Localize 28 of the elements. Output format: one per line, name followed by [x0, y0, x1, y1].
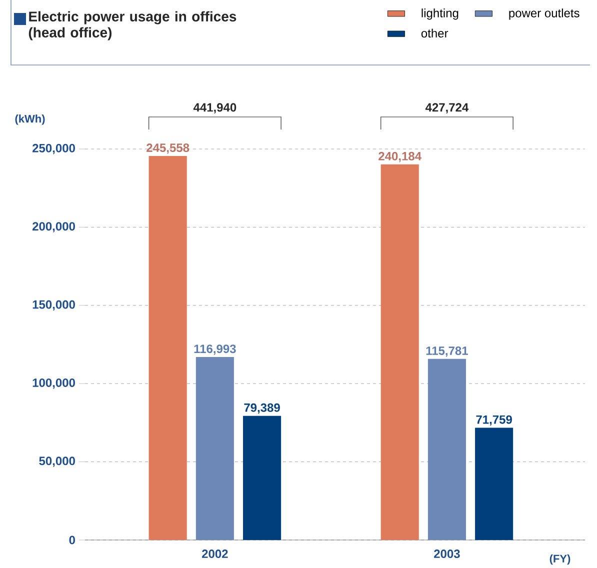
data-label: 116,993	[194, 344, 236, 355]
data-label: 240,184	[378, 152, 422, 162]
bar	[475, 428, 514, 540]
data-label: 71,759	[476, 415, 512, 426]
x-tick-label: 2002	[202, 550, 228, 558]
y-tick-label: 0	[69, 536, 75, 544]
x-axis-title: (FY)	[550, 554, 570, 565]
bar	[243, 416, 282, 540]
legend-label: power outlets	[509, 8, 580, 20]
y-tick-label: 250,000	[32, 144, 75, 154]
y-axis-title: (kWh)	[15, 114, 45, 125]
data-label: 79,389	[244, 403, 280, 414]
data-label: 115,781	[426, 346, 468, 357]
bar	[428, 358, 466, 540]
bar	[148, 156, 187, 540]
text: 441,940	[193, 103, 236, 114]
y-tick-label: 50,000	[39, 456, 75, 467]
bar	[380, 164, 419, 540]
legend-label: other	[421, 28, 448, 38]
y-tick-label: 150,000	[32, 300, 75, 311]
data-label: 245,558	[146, 144, 190, 154]
x-tick-label: 2003	[434, 550, 460, 558]
y-tick-label: 200,000	[32, 222, 75, 232]
text: 427,724	[425, 103, 469, 114]
y-tick-label: 100,000	[32, 378, 75, 389]
legend-label: lighting	[422, 8, 458, 20]
bar	[196, 357, 234, 540]
chart-title: Electric power usage in offices (head office)	[28, 11, 236, 40]
